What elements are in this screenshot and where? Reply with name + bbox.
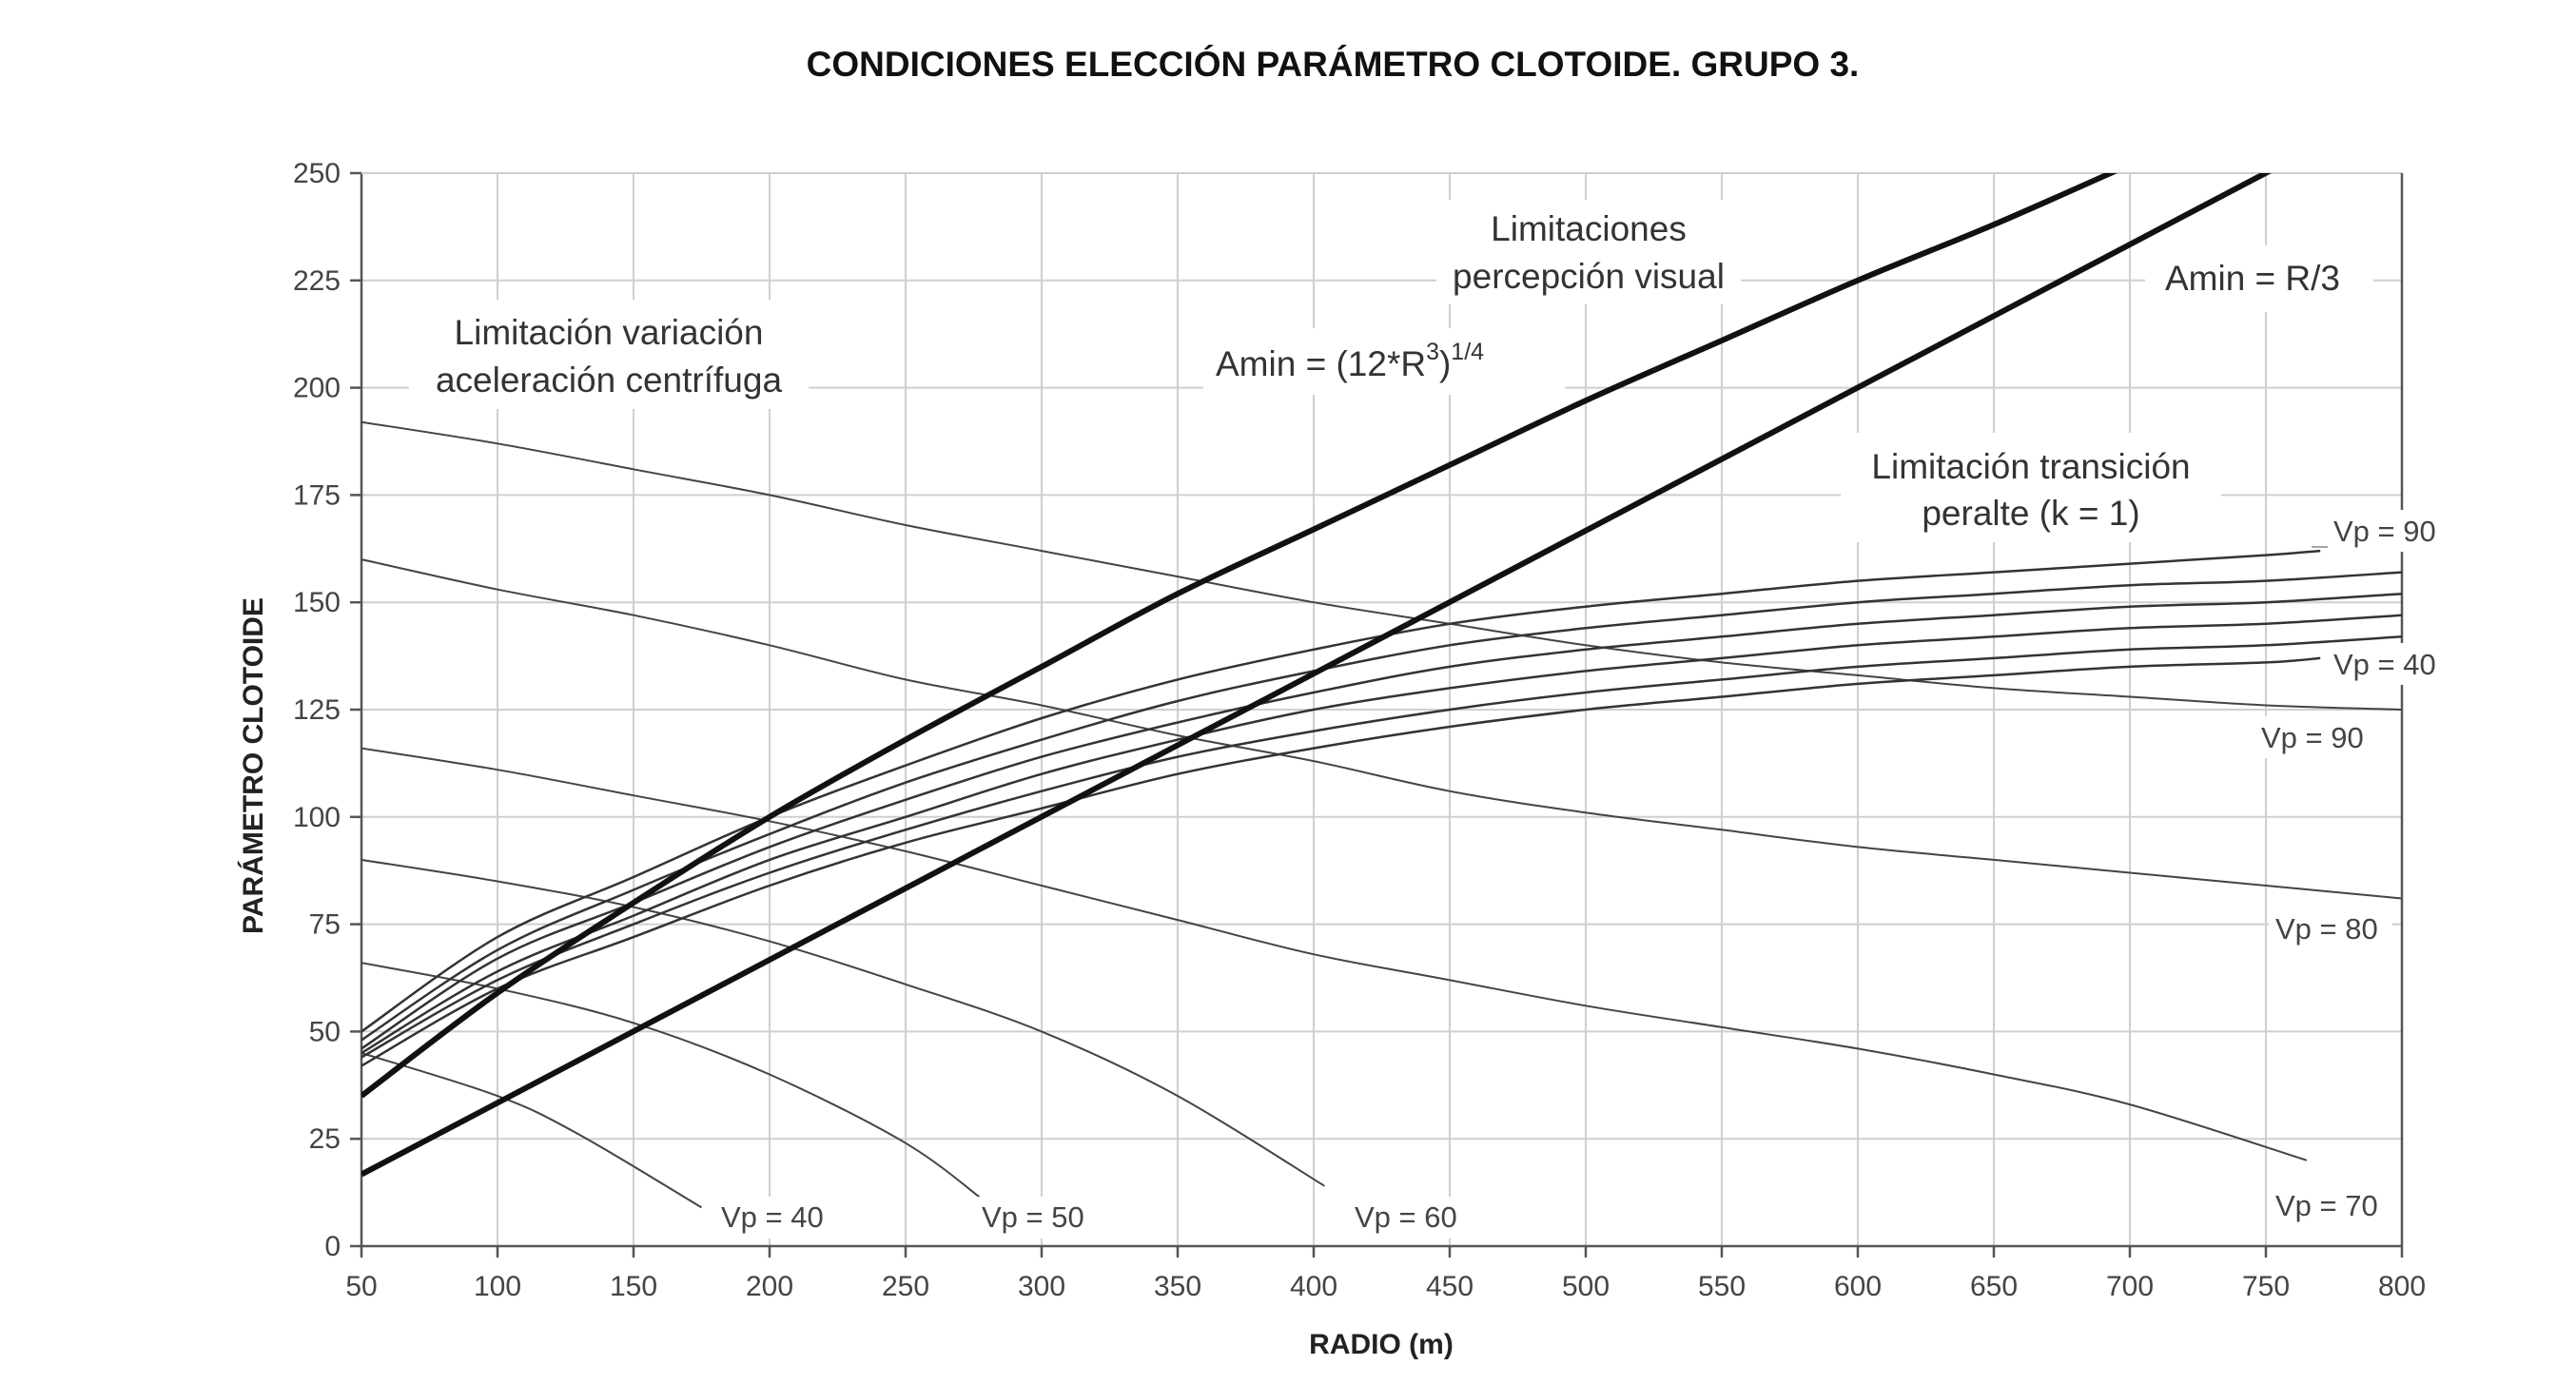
peralte-curve-vp50 xyxy=(361,635,2402,1059)
centrifugal-vp60-label: Vp = 60 xyxy=(1355,1200,1457,1234)
formula-close: ) xyxy=(1439,344,1451,383)
formula-main: Amin = (12*R xyxy=(1216,344,1426,383)
x-tick-label: 200 xyxy=(746,1271,793,1302)
formula-label: Amin = (12*R3)1/4 xyxy=(1216,339,1484,383)
peralte-vp40-label: Vp = 40 xyxy=(2333,648,2436,681)
centrifugal-vp70-label: Vp = 70 xyxy=(2275,1189,2378,1222)
centrifugal-vp50-label: Vp = 50 xyxy=(982,1200,1084,1234)
visual-limit-label-line1: Limitaciones xyxy=(1491,209,1687,248)
peralte-vp40-label-bg xyxy=(2328,643,2451,685)
x-tick-label: 250 xyxy=(882,1271,929,1302)
series-group xyxy=(361,173,2402,1209)
tick-labels: 50 100 150 200 250 300 350 400 450 500 550 600 650 70… xyxy=(293,158,2426,1302)
peralte-label-line2: peralte (k = 1) xyxy=(1922,494,2139,533)
y-tick-label: 225 xyxy=(293,265,341,297)
x-tick-label: 700 xyxy=(2106,1271,2154,1302)
y-tick-label: 125 xyxy=(293,694,341,726)
formula-sup-exp: 1/4 xyxy=(1451,339,1484,365)
centrifugal-vp90-label: Vp = 90 xyxy=(2261,721,2364,754)
x-tick-label: 500 xyxy=(1562,1271,1610,1302)
x-tick-label: 400 xyxy=(1290,1271,1337,1302)
r3-label-bg xyxy=(2145,245,2373,312)
centrifugal-vp90-label-bg xyxy=(2254,716,2378,758)
peralte-curve-vp60 xyxy=(361,614,2402,1055)
x-tick-label: 550 xyxy=(1698,1271,1746,1302)
peralte-curve-vp90 xyxy=(361,549,2321,1033)
y-axis-label: PARÁMETRO CLOTOIDE xyxy=(237,597,269,934)
centrifugal-label-line2: aceleración centrífuga xyxy=(436,361,782,400)
x-tick-label: 300 xyxy=(1018,1271,1065,1302)
centrifugal-curve-vp80 xyxy=(361,558,2402,900)
y-tick-label: 50 xyxy=(309,1016,341,1047)
centrifugal-vp70-label-bg xyxy=(2269,1184,2392,1226)
peralte-label-bg xyxy=(1841,433,2221,542)
peralte-vp90-label: Vp = 90 xyxy=(2333,515,2436,548)
centrifugal-curve-vp40 xyxy=(361,1052,703,1209)
x-tick-label: 650 xyxy=(1970,1271,2018,1302)
centrifugal-curve-vp90 xyxy=(361,420,2402,711)
r3-label: Amin = R/3 xyxy=(2165,259,2340,298)
x-tick-label: 50 xyxy=(345,1271,377,1302)
x-tick-label: 100 xyxy=(474,1271,521,1302)
y-tick-label: 25 xyxy=(309,1123,341,1155)
visual-limit-curve-r3 xyxy=(361,173,2273,1178)
visual-limit-curve-power xyxy=(361,173,2118,1099)
x-tick-label: 600 xyxy=(1834,1271,1882,1302)
centrifugal-vp40-label-bg xyxy=(715,1197,839,1239)
peralte-vp90-label-bg xyxy=(2328,510,2451,552)
centrifugal-label-bg xyxy=(409,300,809,409)
y-tick-label: 150 xyxy=(293,587,341,618)
formula-label-bg xyxy=(1203,328,1565,395)
x-tick-label: 750 xyxy=(2242,1271,2290,1302)
peralte-label-line1: Limitación transición xyxy=(1871,447,2190,486)
y-tick-label: 250 xyxy=(293,158,341,189)
y-tick-label: 0 xyxy=(324,1231,341,1262)
x-tick-label: 450 xyxy=(1426,1271,1473,1302)
y-tick-label: 200 xyxy=(293,373,341,404)
formula-sup-3: 3 xyxy=(1426,339,1439,365)
centrifugal-vp80-label: Vp = 80 xyxy=(2275,912,2378,946)
peralte-curve-vp70 xyxy=(361,592,2402,1050)
centrifugal-vp60-label-bg xyxy=(1349,1197,1473,1239)
series xyxy=(361,173,2402,1209)
centrifugal-vp50-label-bg xyxy=(976,1197,1100,1239)
peralte-curve-vp40 xyxy=(361,656,2321,1067)
y-tick-label: 175 xyxy=(293,479,341,511)
x-axis-label: RADIO (m) xyxy=(1309,1329,1454,1360)
chart-title: CONDICIONES ELECCIÓN PARÁMETRO CLOTOIDE.… xyxy=(807,44,1860,84)
series-labels: Vp = 90 Vp = 40 Vp = 90 Vp = 80 Vp = 70 … xyxy=(715,510,2451,1239)
centrifugal-curve-vp50 xyxy=(361,962,988,1204)
visual-limit-label-line2: percepción visual xyxy=(1453,257,1725,296)
x-tick-label: 150 xyxy=(610,1271,657,1302)
y-tick-label: 75 xyxy=(309,909,341,941)
annotations: Limitaciones percepción visual Amin = (1… xyxy=(409,200,2373,542)
x-tick-label: 350 xyxy=(1154,1271,1201,1302)
centrifugal-curve-vp70 xyxy=(361,747,2308,1161)
centrifugal-vp80-label-bg xyxy=(2269,907,2392,949)
visual-label-bg xyxy=(1436,200,1741,304)
centrifugal-label-line1: Limitación variación xyxy=(455,313,764,352)
centrifugal-vp40-label: Vp = 40 xyxy=(721,1200,824,1234)
y-tick-label: 100 xyxy=(293,802,341,833)
x-tick-label: 800 xyxy=(2378,1271,2426,1302)
centrifugal-curve-vp60 xyxy=(361,858,1325,1187)
